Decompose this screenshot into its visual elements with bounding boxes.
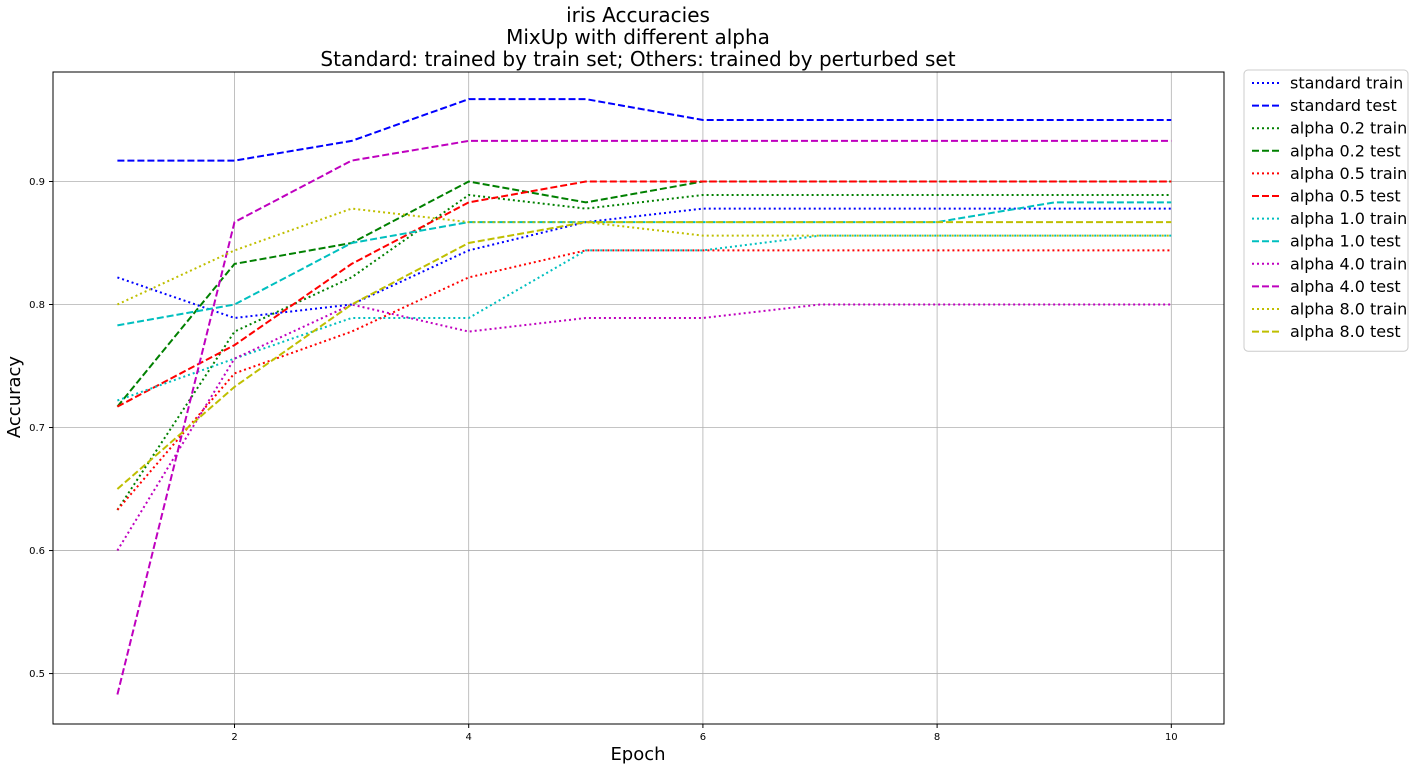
series-line-alpha-8-0-test <box>116 221 1172 490</box>
series-line-alpha-8-0-train <box>116 207 1172 306</box>
y-axis-label: Accuracy <box>4 356 25 439</box>
plot-area-frame <box>52 71 1225 725</box>
series-line-standard-test <box>117 98 1172 162</box>
legend-entry-label: alpha 0.2 train <box>1290 119 1407 138</box>
legend-entry-label: alpha 0.5 test <box>1290 187 1401 206</box>
axis-ticks: 2 4 6 8 10 0.5 0.6 0.7 0.8 0.9 <box>29 177 1178 743</box>
chart-title-line-3: Standard: trained by train set; Others: … <box>320 47 955 71</box>
series-line-alpha-4-0-test <box>116 139 1172 695</box>
legend-entry-label: standard train <box>1290 74 1403 93</box>
series-line-alpha-1-0-test <box>117 201 1172 327</box>
legend: standard train standard test alpha 0.2 tra… <box>1243 69 1409 352</box>
x-tick-label: 10 <box>1165 732 1178 743</box>
legend-entry-label: alpha 1.0 train <box>1290 209 1407 228</box>
legend-entry-label: alpha 8.0 train <box>1290 300 1407 319</box>
x-tick-label: 4 <box>466 732 472 743</box>
legend-box <box>1243 69 1409 352</box>
chart-title-line-2: MixUp with different alpha <box>506 25 770 49</box>
series-lines <box>116 98 1172 695</box>
legend-entry-label: alpha 4.0 test <box>1290 277 1401 296</box>
series-line-alpha-0-5-train <box>116 249 1172 511</box>
series-line-alpha-0-5-test <box>116 180 1172 408</box>
series-line-alpha-0-2-train <box>116 193 1172 511</box>
grid-lines <box>53 72 1224 724</box>
x-tick-label: 8 <box>934 732 940 743</box>
chart-title-line-1: iris Accuracies <box>566 3 710 27</box>
x-tick-label: 6 <box>700 732 706 743</box>
y-tick-label: 0.7 <box>29 423 45 434</box>
legend-entry-label: standard test <box>1290 96 1397 115</box>
series-line-standard-train <box>117 207 1172 320</box>
x-axis-label: Epoch <box>610 744 665 765</box>
legend-entry-label: alpha 8.0 test <box>1290 322 1401 341</box>
legend-entry-label: alpha 0.5 train <box>1290 164 1407 183</box>
chart-title: iris Accuracies MixUp with different alp… <box>320 3 955 71</box>
y-tick-label: 0.6 <box>29 546 45 557</box>
legend-entry-label: alpha 1.0 test <box>1290 232 1401 251</box>
y-tick-label: 0.8 <box>29 300 45 311</box>
series-line-alpha-4-0-train <box>116 303 1172 552</box>
legend-entry-label: alpha 0.2 test <box>1290 141 1401 160</box>
y-tick-label: 0.5 <box>29 669 45 680</box>
x-tick-label: 2 <box>231 732 237 743</box>
y-tick-label: 0.9 <box>29 177 45 188</box>
series-line-alpha-1-0-train <box>117 234 1172 402</box>
legend-entry-label: alpha 4.0 train <box>1290 254 1407 273</box>
